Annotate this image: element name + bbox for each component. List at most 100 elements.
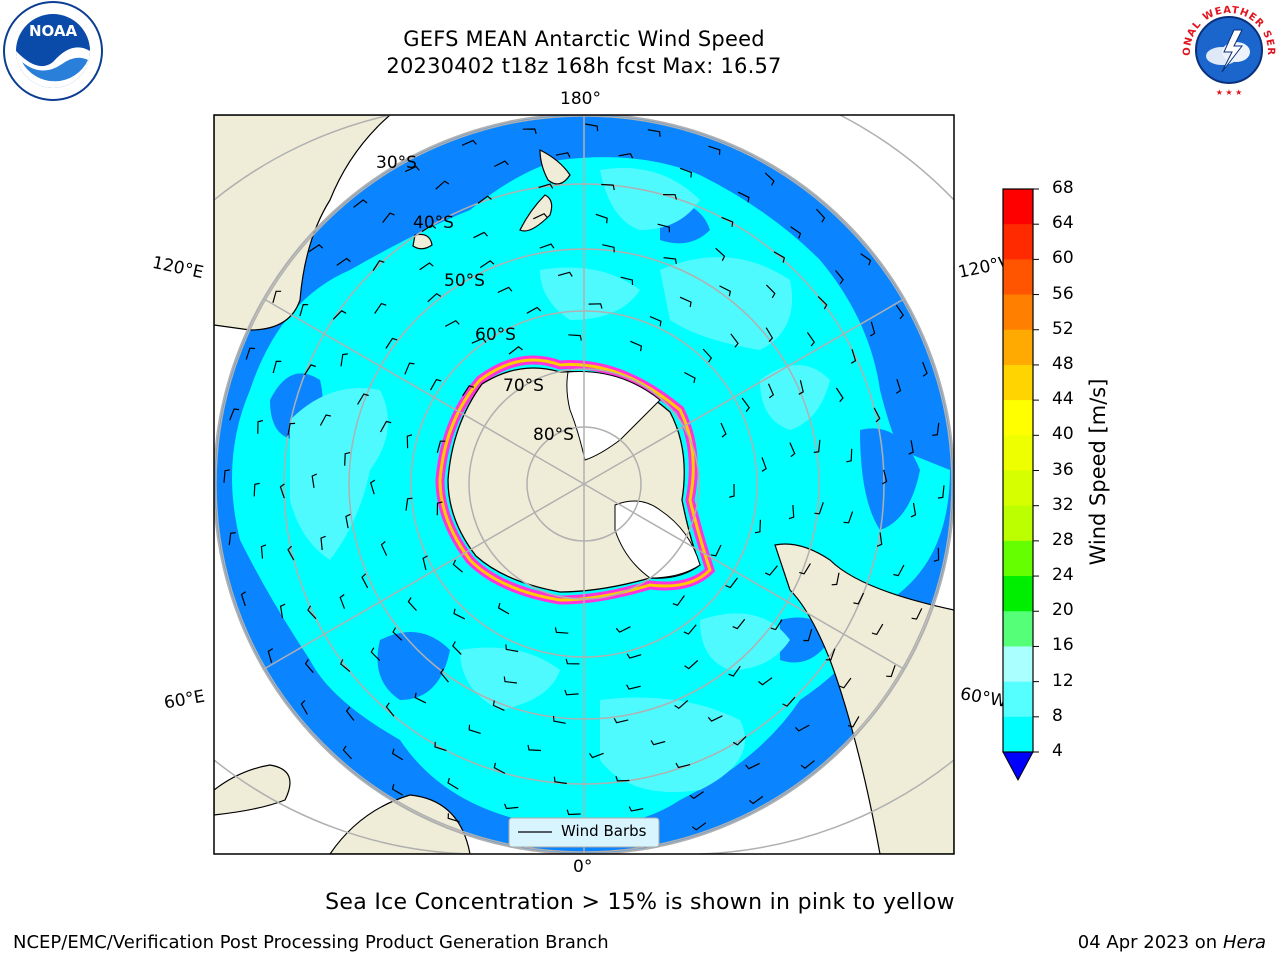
wind-barb: [308, 244, 324, 253]
wind-barb: [765, 327, 774, 343]
wind-barb: [679, 296, 692, 308]
wind-barb: [342, 745, 353, 760]
lat-label-80s: 80°S: [533, 425, 574, 445]
wind-barb: [404, 362, 415, 375]
colorbar-label: Wind Speed [m/s]: [1086, 378, 1110, 566]
wind-barb: [440, 668, 449, 683]
colorbar-segment: [1003, 576, 1033, 612]
footer-credit: NCEP/EMC/Verification Post Processing Pr…: [13, 932, 609, 953]
wind-barb: [741, 397, 750, 412]
footer-note: Sea Ice Concentration > 15% is shown in …: [325, 890, 955, 915]
colorbar-segment: [1003, 259, 1033, 296]
wind-barb: [429, 378, 442, 391]
colorbar-tick-label: 8: [1052, 705, 1063, 726]
wind-barb: [287, 545, 295, 561]
wind-barb: [860, 253, 872, 266]
wind-barb: [444, 319, 460, 327]
wind-barb: [405, 497, 413, 511]
wind-barb: [721, 216, 734, 227]
wind-barb: [497, 286, 513, 294]
colorbar-tick-label: 36: [1052, 459, 1074, 480]
wind-barb: [345, 513, 351, 529]
lat-label-30s: 30°S: [376, 153, 417, 173]
wind-barb: [385, 702, 395, 717]
lat-label-50s: 50°S: [444, 271, 485, 291]
wind-barb: [538, 183, 554, 189]
wind-barb: [434, 741, 447, 752]
colorbar-segment: [1003, 540, 1033, 577]
wind-barb: [414, 692, 427, 704]
wind-barb: [910, 502, 917, 518]
wind-barb: [628, 806, 644, 812]
noaa-logo: NOAA: [3, 1, 103, 101]
wind-barb: [831, 572, 840, 586]
wind-barb: [385, 337, 398, 349]
wind-barb: [369, 479, 376, 495]
wind-barb: [764, 565, 778, 576]
wind-barb: [311, 473, 318, 488]
wind-barb: [876, 532, 883, 547]
wind-barb: [620, 276, 634, 286]
nws-logo: NATIONAL WEATHER SERVICE ★ ★ ★: [1178, 0, 1276, 97]
wind-barb: [493, 160, 509, 168]
wind-barb: [419, 262, 434, 271]
colorbar-segment: [1003, 435, 1033, 471]
wind-barb: [279, 483, 285, 499]
wind-barb: [589, 752, 604, 759]
wind-barb: [319, 414, 332, 426]
wind-barb: [493, 762, 506, 774]
wind-barb: [407, 597, 417, 612]
wind-barb: [245, 347, 255, 360]
wind-barb: [553, 776, 567, 785]
colorbar-tick-label: 20: [1052, 600, 1074, 621]
wind-barb: [626, 684, 641, 690]
wind-barb: [720, 422, 727, 438]
wind-barb: [357, 393, 369, 405]
wind-barb: [473, 231, 488, 239]
wind-barb: [353, 199, 368, 208]
wind-barb: [361, 573, 369, 589]
wind-barb: [340, 353, 348, 367]
colorbar-segment: [1003, 189, 1033, 225]
wind-barb: [649, 315, 662, 327]
wind-barb: [392, 627, 403, 641]
wind-barb: [800, 760, 815, 769]
wind-barb: [846, 448, 853, 463]
wind-barb: [595, 213, 608, 224]
longitude-grid: [263, 115, 905, 854]
wind-barb: [684, 660, 699, 670]
colorbar-tick-label: 52: [1052, 318, 1074, 339]
lat-label-60s: 60°S: [475, 325, 516, 345]
wind-barb: [585, 123, 599, 132]
wind-barb: [468, 724, 481, 734]
wind-barb: [379, 420, 392, 433]
wind-barb: [503, 676, 517, 684]
wind-barb: [566, 809, 581, 816]
wind-barb: [871, 623, 884, 636]
wind-barb: [932, 422, 940, 436]
wind-barb: [527, 744, 542, 752]
colorbar-segment: [1003, 611, 1033, 647]
wind-barb: [452, 641, 462, 655]
wind-barb: [626, 653, 642, 659]
wind-barb: [790, 226, 802, 239]
wind-barb: [895, 379, 902, 394]
wind-barb: [689, 791, 704, 800]
colorbar-segment: [1003, 224, 1033, 260]
wind-barb: [732, 735, 747, 746]
wind-barb: [745, 762, 760, 770]
svg-text:★ ★ ★: ★ ★ ★: [1216, 88, 1243, 97]
wind-barb: [895, 304, 904, 320]
wind-barb: [691, 822, 707, 831]
colorbar-segment: [1003, 646, 1033, 683]
wind-barb: [835, 387, 844, 403]
wind-barb: [229, 408, 240, 421]
wind-barb: [770, 619, 783, 631]
wind-barb: [737, 191, 750, 203]
wind-barb: [471, 337, 487, 344]
wind-barb: [815, 208, 826, 223]
wind-barb: [767, 383, 775, 399]
wind-barb: [813, 439, 821, 454]
lat-label-40s: 40°S: [413, 213, 454, 233]
wind-barb: [908, 440, 914, 455]
